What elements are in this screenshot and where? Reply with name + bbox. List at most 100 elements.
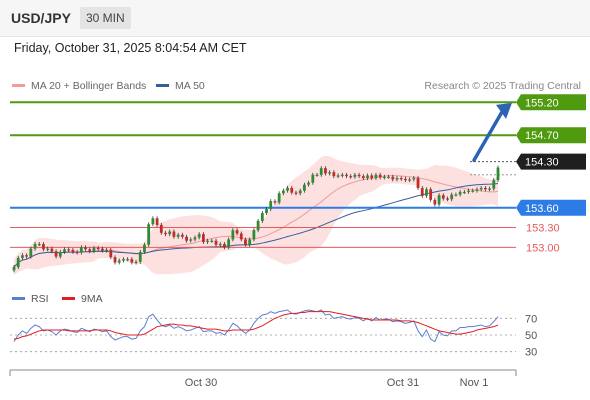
candle [408,179,412,181]
candle [361,176,365,179]
bollinger-band [14,155,498,276]
candle [159,224,163,233]
bollinger-swatch-icon [12,83,25,87]
candle [58,251,62,257]
legend-bollinger-label: MA 20 + Bollinger Bands [31,80,147,92]
candle [100,248,104,251]
candle [134,261,138,264]
legend-rsi-ma: 9MA [62,293,103,305]
candle [357,174,361,177]
rsi-tick-label: 70 [525,313,537,325]
candle [21,255,24,258]
candle [311,174,315,183]
candle [25,255,29,257]
candle [336,175,340,177]
candle [164,232,167,235]
legend-ma50: MA 50 [156,80,205,92]
candle [483,187,487,190]
candle [37,244,41,246]
candle [382,176,386,178]
candle [269,201,273,210]
forecast-arrow [472,110,504,163]
candle [151,218,155,225]
candle [231,230,235,240]
candle [122,259,125,261]
candle [143,244,146,252]
candle [366,175,369,179]
timeframe-button[interactable]: 30 MIN [80,7,131,29]
candle [138,251,142,262]
credit-text: Research © 2025 Trading Central [424,80,581,92]
candle [71,249,75,252]
candle [265,209,268,214]
candle [349,176,353,178]
candle [214,240,218,245]
candle [412,178,416,180]
candle [450,194,454,200]
candle [185,236,188,241]
candle [441,195,445,199]
candle [227,239,231,248]
candle [252,230,256,240]
candle [492,180,496,189]
candle [63,249,66,252]
legend-ma50-label: MA 50 [175,80,205,92]
forecast-arrow-head-icon [496,102,512,119]
candle [223,244,226,248]
candle [353,174,357,177]
candle [130,259,134,263]
candle [416,178,420,188]
level-label-153.30: 153.30 [526,223,560,235]
candle [29,248,33,257]
x-tick-label: Oct 30 [185,377,217,389]
candle [201,234,205,243]
candle [67,249,71,251]
candle [374,174,378,179]
candle [75,251,79,254]
level-tag-price [516,153,586,170]
candle [467,190,470,192]
candle [429,189,433,200]
candle [345,174,348,177]
candle [235,230,239,234]
level-label-153.60: 153.60 [525,203,559,215]
legend-rsi-ma-label: 9MA [81,293,103,305]
rsi-tick-label: 50 [525,330,537,342]
candle [307,182,311,185]
candle [84,247,87,250]
candle [155,218,159,225]
candle [16,257,20,268]
level-label-155.20: 155.20 [525,97,559,109]
candle [324,168,327,174]
candle [475,189,479,191]
level-tag-resistance [516,127,586,144]
legend-rsi: RSI [12,293,49,305]
x-tick-label: Oct 31 [387,377,419,389]
level-label-154.70: 154.70 [525,130,559,142]
candle [277,193,281,203]
candle [105,249,108,252]
candle [42,244,45,250]
candle [479,187,483,190]
candle [210,240,214,242]
candle [126,259,130,261]
level-label-153.00: 153.00 [526,242,560,254]
symbol-label: USD/JPY [11,10,71,26]
candle [404,178,407,181]
candle [273,201,277,203]
candle [399,178,403,180]
candle [193,237,197,240]
candle [315,174,319,177]
ma50-swatch-icon [156,83,169,87]
candle [378,174,382,178]
candle [33,244,37,249]
candle [256,220,260,231]
candle [239,233,243,240]
level-tag-resistance [516,94,586,111]
rsi-swatch-icon [12,296,25,300]
candle [176,234,180,237]
candle [113,257,117,263]
candle [395,178,399,180]
candle [370,175,374,179]
